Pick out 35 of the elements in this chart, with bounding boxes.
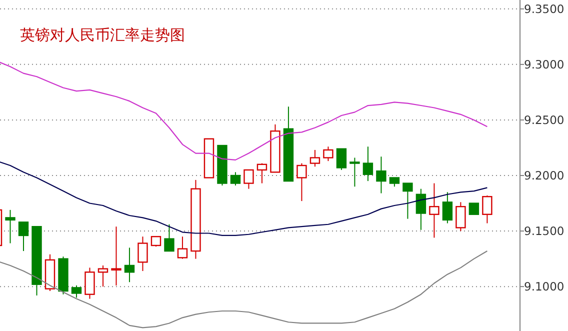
candlestick <box>402 182 413 220</box>
candlestick <box>456 202 466 232</box>
candlestick <box>362 146 374 182</box>
y-tick-label: 9.2000 <box>524 168 564 183</box>
y-tick-label: 9.1500 <box>524 224 564 238</box>
candlestick <box>416 188 426 230</box>
y-tick-label: 9.1000 <box>524 280 564 294</box>
candlestick <box>256 162 268 184</box>
candlestick <box>468 202 480 215</box>
candlestick <box>336 148 347 170</box>
candlestick <box>429 182 440 238</box>
text: 英镑对人民币汇率走势图 <box>20 26 185 44</box>
candlestick <box>177 236 188 260</box>
y-tick-label: 9.3500 <box>524 2 564 16</box>
candlestick <box>482 194 492 224</box>
candlestick <box>84 267 95 300</box>
candlestick <box>18 222 29 252</box>
candlestick <box>350 157 360 188</box>
candlestick <box>310 149 320 168</box>
candlestick <box>442 192 453 224</box>
candlestick <box>376 156 386 194</box>
candlestick <box>323 146 334 162</box>
candlestick <box>296 162 307 202</box>
candlestick <box>164 224 174 252</box>
candlestick <box>244 169 254 190</box>
candlestick <box>98 264 108 288</box>
candlestick <box>5 209 16 244</box>
candlestick <box>124 247 135 283</box>
candlestick <box>111 226 122 286</box>
y-tick-label: 9.2500 <box>524 112 564 127</box>
y-tick-label: 9.3000 <box>524 57 564 72</box>
candlestick <box>230 172 241 186</box>
candlestick <box>71 284 82 298</box>
candlestick <box>150 236 162 248</box>
candlestick <box>138 236 148 272</box>
